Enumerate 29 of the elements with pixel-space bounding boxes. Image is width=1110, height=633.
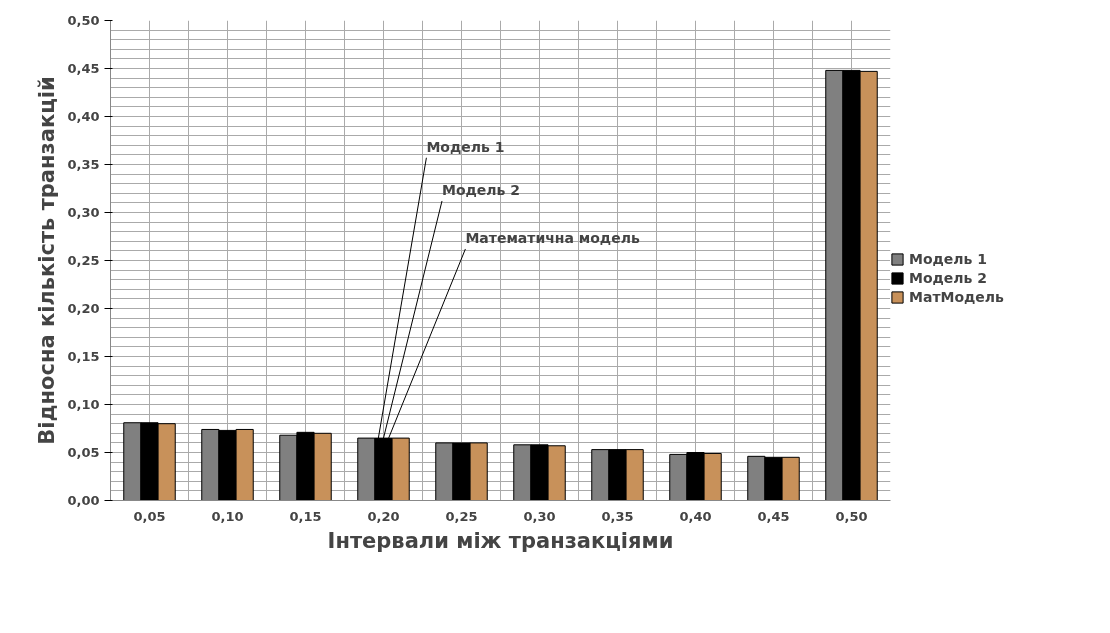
y-axis-title: Відносна кількість транзакцій (35, 76, 60, 445)
annotation: Модель 2 (442, 182, 521, 199)
x-tick-label: 0,05 (133, 508, 166, 524)
y-tick-label: 0,00 (67, 493, 100, 508)
x-tick-label: 0,35 (601, 508, 634, 524)
y-tick-label: 0,35 (67, 157, 100, 172)
x-tick-label: 0,10 (211, 508, 244, 524)
legend-label: Модель 2 (909, 270, 988, 286)
annotation: Модель 1 (426, 138, 505, 155)
y-tick-label: 0,25 (67, 253, 100, 268)
y-tick-label: 0,45 (67, 61, 100, 76)
x-tick-label: 0,30 (523, 508, 556, 524)
x-tick-label: 0,40 (679, 508, 712, 524)
legend-label: Модель 1 (909, 251, 988, 267)
annotation: Математична модель (465, 230, 640, 247)
x-tick-label: 0,25 (445, 508, 478, 524)
y-tick-label: 0,40 (67, 109, 100, 124)
legend-label: МатМодель (909, 289, 1004, 305)
y-tick-label: 0,20 (67, 301, 100, 316)
y-tick-label: 0,15 (67, 349, 100, 364)
x-tick-label: 0,45 (757, 508, 790, 524)
y-tick-label: 0,10 (67, 397, 100, 412)
y-tick-label: 0,05 (67, 445, 100, 460)
x-axis-title: Інтервали між транзакціями (327, 528, 674, 553)
x-tick-label: 0,50 (835, 508, 868, 524)
y-tick-label: 0,30 (67, 205, 100, 220)
x-tick-label: 0,15 (289, 508, 322, 524)
x-tick-label: 0,20 (367, 508, 400, 524)
y-tick-label: 0,50 (67, 13, 100, 28)
